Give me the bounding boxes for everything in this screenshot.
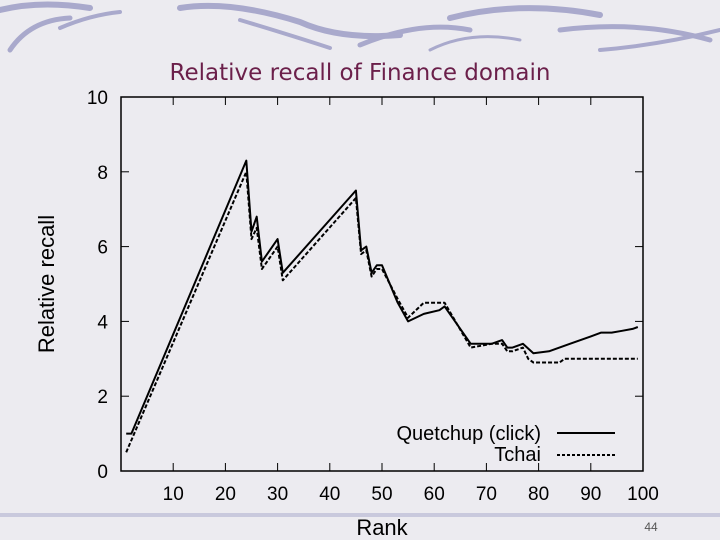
page-number: 44: [644, 520, 658, 534]
footer-divider: [0, 513, 720, 517]
series-line-tchai: [125, 170, 638, 453]
y-tick-label: 0: [97, 462, 108, 483]
legend-label-tchai: Tchai: [494, 444, 541, 466]
y-tick-label: 10: [87, 88, 108, 109]
x-tick-label: 80: [528, 484, 549, 505]
legend-label-quetchup: Quetchup (click): [397, 423, 542, 445]
y-tick-label: 2: [97, 387, 108, 408]
x-tick-label: 30: [267, 484, 288, 505]
x-tick-label: 70: [476, 484, 497, 505]
x-tick-label: 10: [163, 484, 184, 505]
y-axis-label: Relative recall: [34, 215, 59, 353]
series-line-quetchup: [126, 159, 639, 435]
axis-ticks: 10 20 30 40 50 60 70 80 90 100 0 2 4 6 8 10: [87, 88, 659, 505]
legend: Quetchup (click) Tchai: [397, 423, 615, 466]
series-layer: [125, 159, 639, 453]
decorative-swoosh-band: [0, 1, 720, 53]
x-tick-label: 100: [627, 484, 659, 505]
slide-title: Relative recall of Finance domain: [169, 60, 551, 86]
x-axis-label: Rank: [356, 515, 408, 540]
y-tick-label: 6: [97, 238, 108, 259]
y-tick-label: 8: [97, 163, 108, 184]
y-tick-label: 4: [97, 312, 108, 333]
x-tick-label: 40: [319, 484, 340, 505]
x-tick-label: 90: [580, 484, 601, 505]
x-tick-label: 20: [215, 484, 236, 505]
x-tick-label: 50: [371, 484, 392, 505]
x-tick-label: 60: [424, 484, 445, 505]
